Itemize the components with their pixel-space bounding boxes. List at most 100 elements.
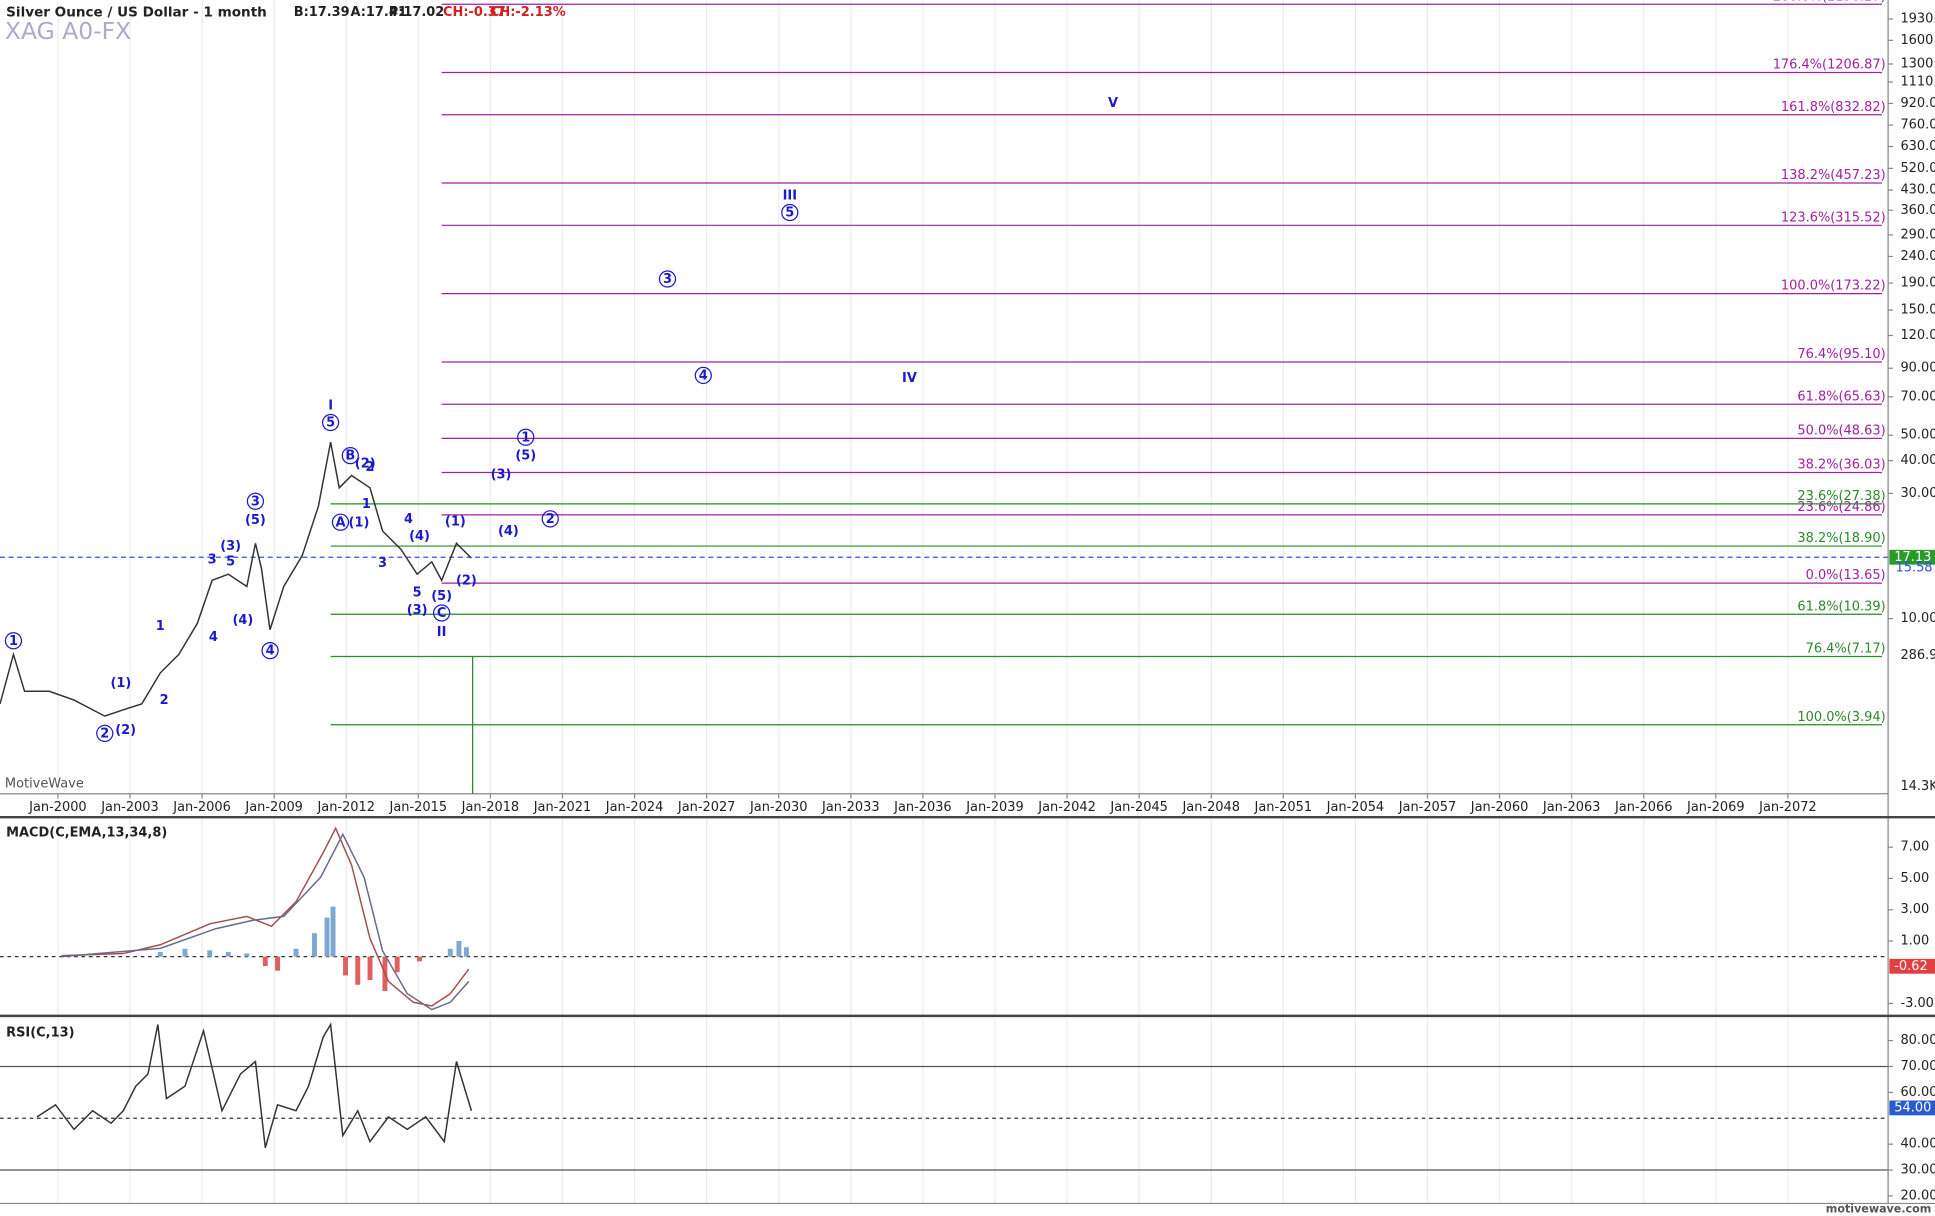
y-tick-label: 1300.00: [1900, 56, 1935, 71]
series-line: [0, 442, 472, 717]
wave-text: (2): [355, 456, 376, 471]
y-tick-label: -3.00: [1900, 996, 1933, 1011]
wave-text: 1: [156, 619, 165, 634]
histogram-bar: [355, 956, 361, 985]
wave-text: 4: [404, 512, 413, 527]
wave-text: I: [328, 398, 333, 413]
change: CH:-0.37: [443, 5, 506, 20]
x-tick-label: Jan-2003: [100, 800, 159, 815]
wave-label: 3: [208, 553, 217, 568]
wave-text: (1): [110, 676, 131, 691]
wave-text: 5: [326, 416, 335, 431]
last-value-label: 54.00: [1894, 1100, 1931, 1115]
histogram-bar: [447, 948, 453, 957]
y-tick-label: 120.00: [1900, 328, 1935, 343]
wave-label: 3: [246, 492, 265, 510]
wave-circle: [331, 513, 350, 531]
fib-label: 100.0%(3.94): [1797, 710, 1885, 725]
y-tick-label: 520.00: [1900, 161, 1935, 176]
fib-label: 200.0%(2196.27): [1773, 0, 1886, 4]
wave-text: 2: [546, 512, 555, 527]
y-tick-label: 290.00: [1900, 227, 1935, 242]
wave-label: (4): [498, 524, 519, 539]
wave-text: (2): [456, 573, 477, 588]
wave-text: 4: [209, 630, 218, 645]
fib-label: 161.8%(832.82): [1781, 100, 1886, 115]
histogram-bar: [262, 956, 268, 966]
wave-label: 3: [378, 556, 387, 571]
bid: B:17.39: [294, 5, 350, 20]
x-tick-label: Jan-2069: [1686, 800, 1745, 815]
y-tick-label: 150.00: [1900, 303, 1935, 318]
fib-label: 76.4%(95.10): [1797, 347, 1885, 362]
wave-circle: [341, 446, 359, 465]
series-line: [61, 832, 470, 1011]
histogram-bar: [367, 956, 373, 981]
x-tick-label: Jan-2057: [1398, 800, 1457, 815]
y-tick-label: 430.00: [1900, 183, 1935, 198]
histogram-bar: [293, 948, 299, 957]
y-tick-label: 40.00: [1900, 453, 1935, 468]
x-tick-label: Jan-2033: [821, 800, 880, 815]
wave-text: 2: [366, 460, 375, 475]
wave-circle: [517, 428, 535, 446]
wave-text: 1: [521, 430, 530, 445]
wave-text: A: [335, 515, 345, 530]
x-tick-label: Jan-2036: [893, 800, 952, 815]
y-tick-label: 50.00: [1900, 428, 1935, 443]
wave-label: 2: [541, 510, 559, 528]
wave-text: 1: [362, 497, 371, 512]
histogram-bar: [417, 956, 422, 962]
x-tick-label: Jan-2018: [461, 800, 520, 815]
wave-label: 2: [160, 693, 169, 708]
histogram-bar: [244, 953, 250, 957]
wave-label: (3): [220, 539, 241, 554]
wave-text: V: [1108, 96, 1118, 111]
histogram-bar: [312, 933, 317, 957]
histogram-bar: [394, 956, 400, 973]
wave-text: 3: [251, 494, 260, 509]
y-tick-label: 10.00: [1900, 611, 1935, 626]
x-tick-label: Jan-2030: [749, 800, 808, 815]
wave-circle: [781, 203, 799, 222]
y-tick-label: 60.00: [1900, 1085, 1935, 1100]
wave-text: (3): [491, 467, 512, 482]
wave-label: 2: [96, 724, 114, 743]
price: P:17.02: [389, 5, 445, 20]
fib-label: 123.6%(315.52): [1781, 210, 1886, 225]
x-tick-label: Jan-2009: [244, 800, 303, 815]
x-tick-label: Jan-2072: [1758, 800, 1817, 815]
y-tick-label: 70.00: [1900, 389, 1935, 404]
wave-label: (1): [110, 676, 131, 691]
wave-label: 4: [209, 630, 218, 645]
series-line: [36, 1022, 473, 1148]
wave-label: 5: [226, 555, 235, 570]
wave-text: III: [783, 189, 797, 204]
x-tick-label: Jan-2051: [1254, 800, 1313, 815]
wave-label: 5: [413, 585, 422, 600]
histogram-bar: [182, 948, 188, 957]
wave-text: (5): [431, 589, 452, 604]
fib-label: 38.2%(18.90): [1797, 531, 1885, 546]
wave-text: 3: [378, 556, 387, 571]
wave-label: 3: [658, 270, 677, 288]
y-tick-label: 1930.00: [1900, 11, 1935, 26]
wave-text: (1): [445, 514, 466, 529]
wave-label: 1: [156, 619, 165, 634]
wave-label: 4: [404, 512, 413, 527]
y-tick-label: 630.00: [1900, 139, 1935, 154]
fib-label: 0.0%(13.65): [1806, 568, 1886, 583]
wave-label: (2): [456, 573, 477, 588]
x-tick-label: Jan-2060: [1470, 800, 1529, 815]
last-value-box: [1889, 958, 1935, 974]
histogram-bar: [157, 951, 163, 957]
x-tick-label: Jan-2066: [1614, 800, 1673, 815]
y-tick-label: 70.00: [1900, 1059, 1935, 1074]
wave-label: IV: [902, 371, 917, 386]
wave-label: I: [328, 398, 333, 413]
x-tick-label: Jan-2006: [172, 800, 231, 815]
x-tick-label: Jan-2045: [1109, 800, 1168, 815]
last-value-box: [1889, 1100, 1935, 1116]
wave-label: V: [1108, 96, 1118, 111]
wave-text: (4): [233, 613, 254, 628]
